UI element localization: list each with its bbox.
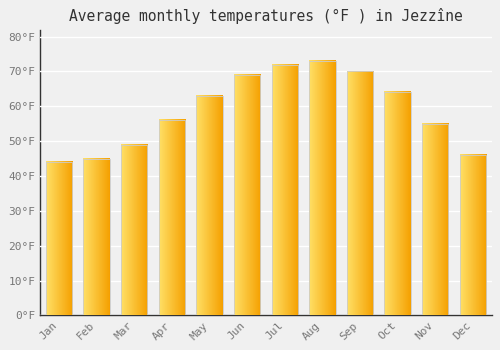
Bar — [384, 92, 411, 315]
Bar — [46, 162, 72, 315]
Bar — [309, 61, 336, 315]
Title: Average monthly temperatures (°F ) in Jezzîne: Average monthly temperatures (°F ) in Je… — [69, 8, 463, 24]
Bar — [158, 120, 185, 315]
Bar — [347, 71, 373, 315]
Bar — [196, 96, 222, 315]
Bar — [84, 159, 110, 315]
Bar — [460, 155, 486, 315]
Bar — [422, 124, 448, 315]
Bar — [234, 75, 260, 315]
Bar — [121, 145, 148, 315]
Bar — [272, 64, 298, 315]
